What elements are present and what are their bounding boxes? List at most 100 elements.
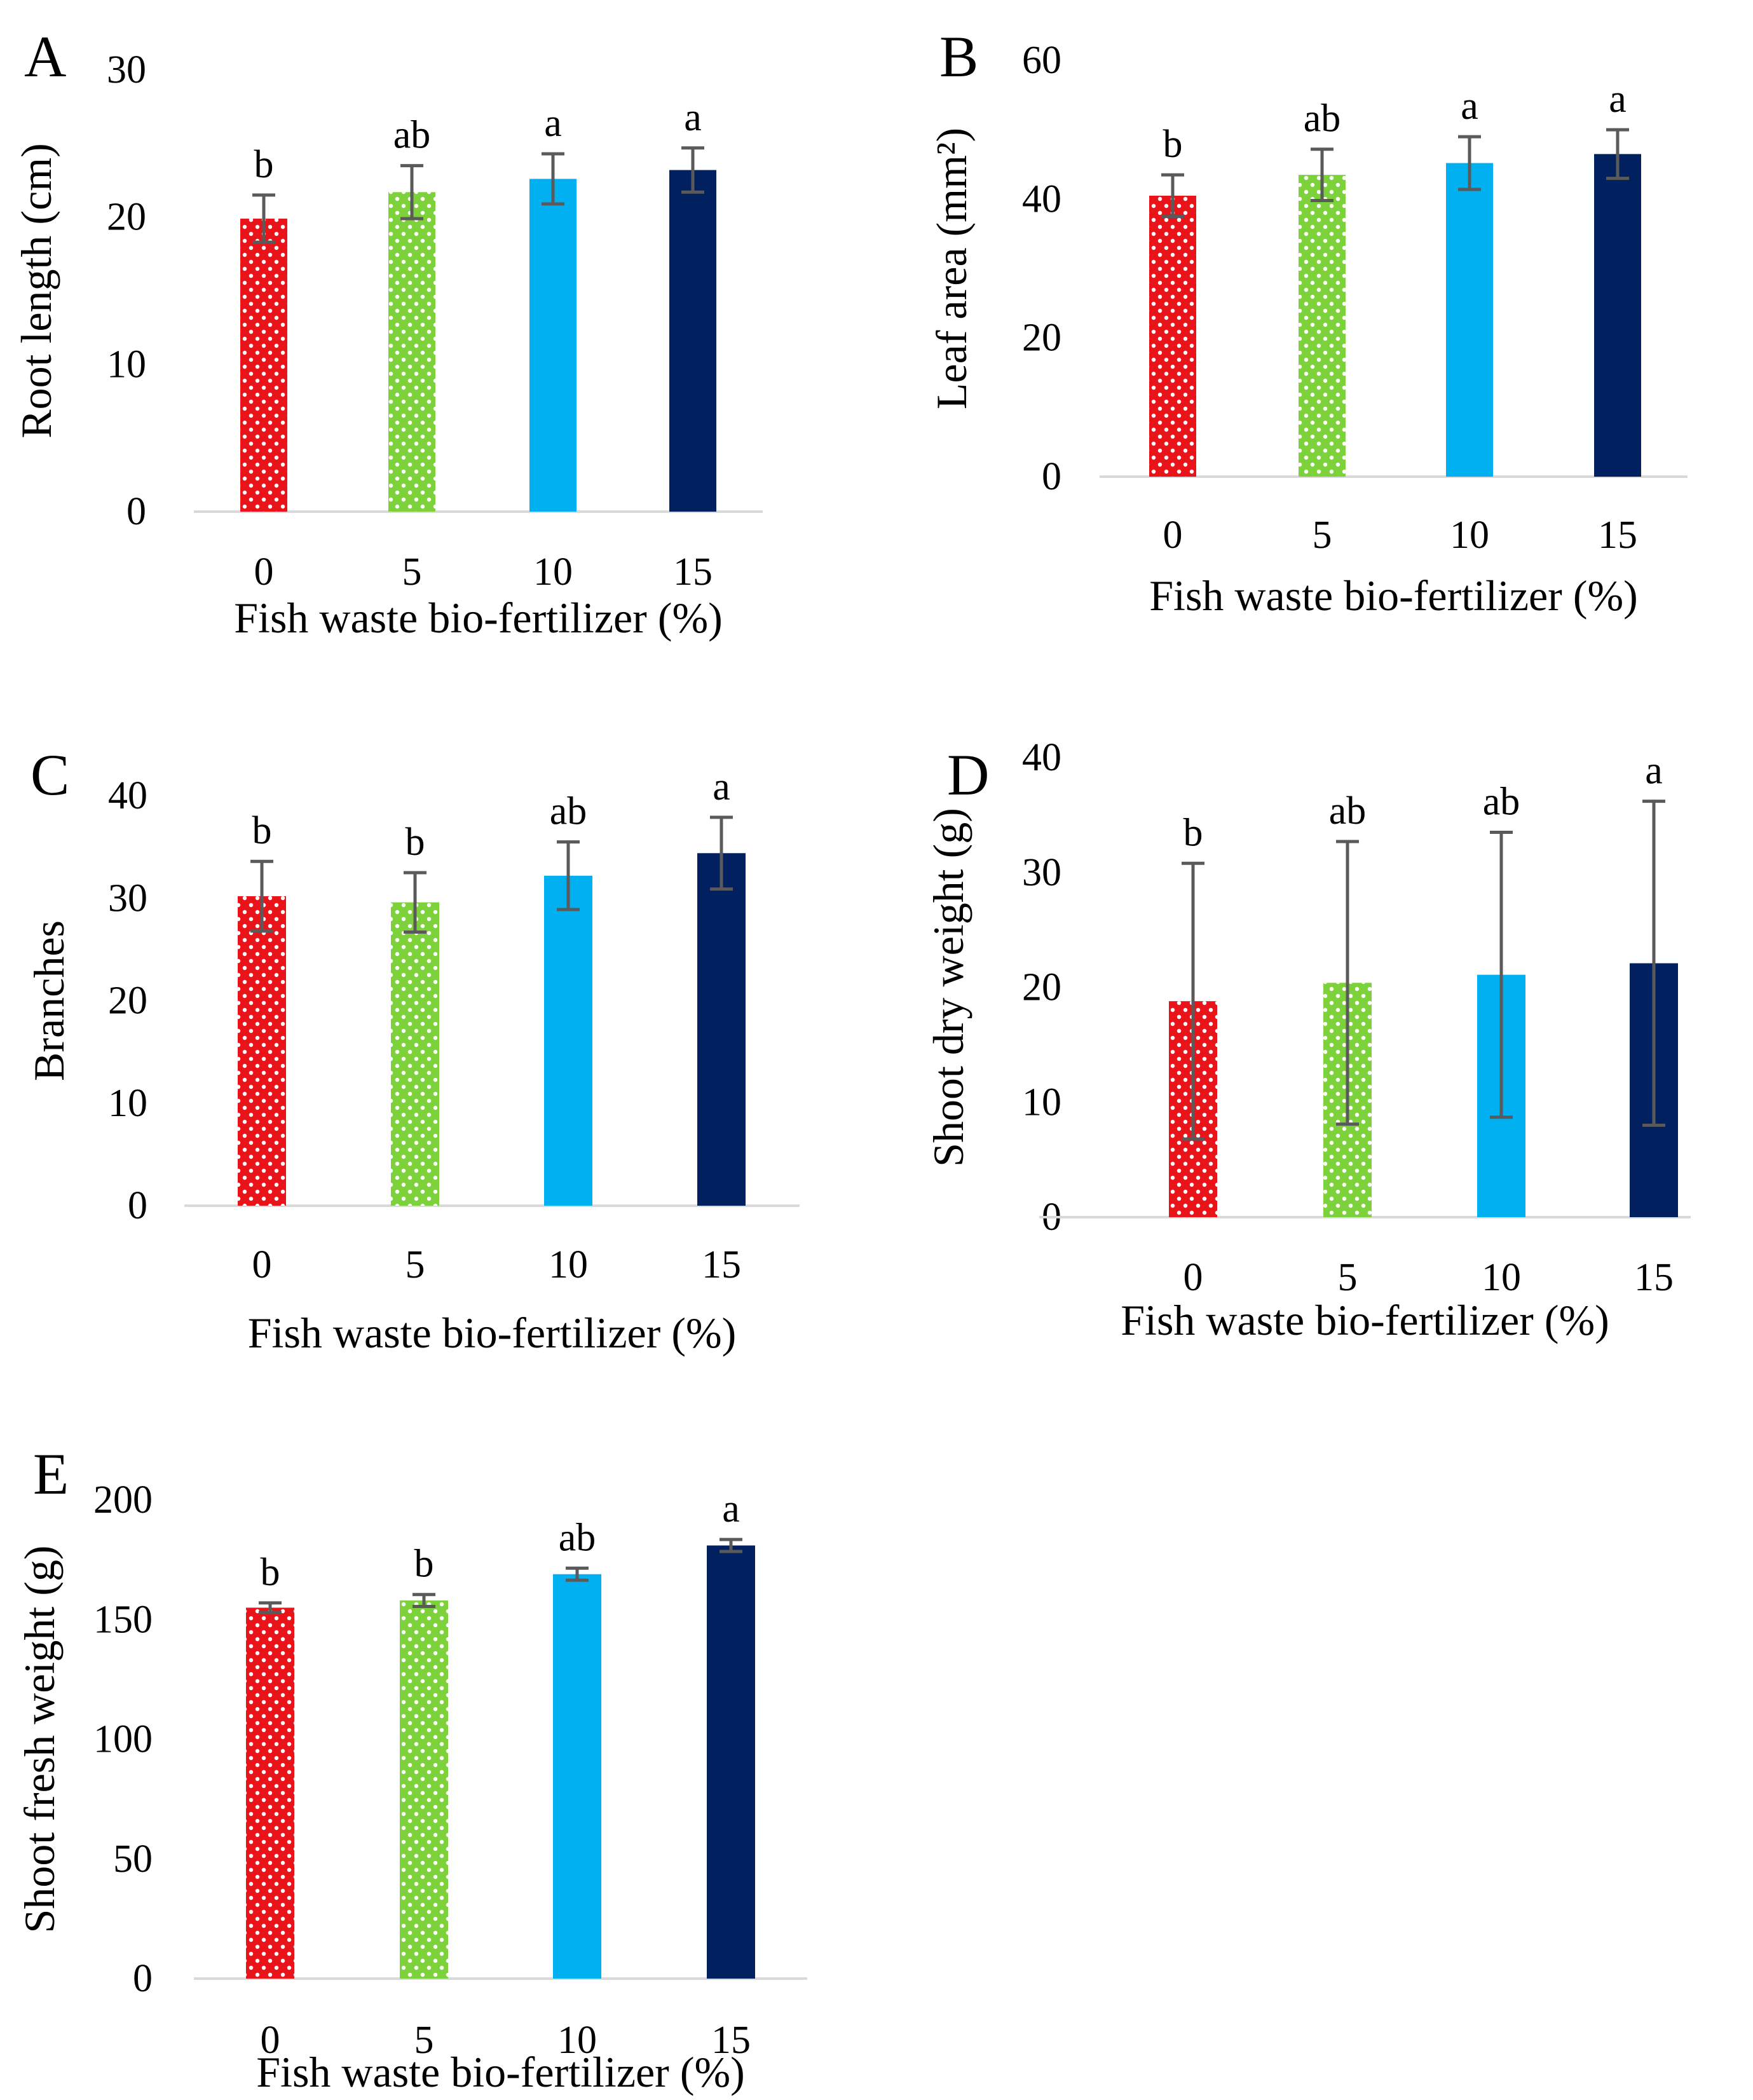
error-bar bbox=[566, 1566, 589, 1582]
error-bar bbox=[413, 1593, 435, 1609]
significance-letter: ab bbox=[559, 1516, 596, 1559]
x-tick-label: 0 bbox=[252, 1243, 272, 1286]
y-tick-label: 10 bbox=[1022, 1081, 1061, 1124]
error-bar bbox=[557, 840, 580, 911]
y-axis-title: Branches bbox=[25, 920, 73, 1081]
y-axis-title: Root length (cm) bbox=[12, 143, 60, 439]
y-tick-label: 40 bbox=[108, 774, 147, 817]
x-tick-label: 0 bbox=[261, 2019, 280, 2062]
x-tick-label: 5 bbox=[414, 2019, 434, 2062]
x-tick-label: 5 bbox=[402, 550, 422, 594]
significance-letter: a bbox=[684, 96, 702, 139]
x-tick-label: 5 bbox=[1338, 1256, 1358, 1299]
error-bar bbox=[400, 164, 423, 221]
panel-letter: B bbox=[939, 24, 978, 89]
y-tick-label: 0 bbox=[126, 490, 146, 533]
x-axis-title: Fish waste bio-fertilizer (%) bbox=[1149, 571, 1638, 620]
y-tick-label: 20 bbox=[108, 979, 147, 1023]
x-axis-title: Fish waste bio-fertilizer (%) bbox=[256, 2048, 745, 2096]
y-tick-label: 20 bbox=[1022, 966, 1061, 1009]
panel-c: C 0 10 20 30 40 b 0 b 5 ab 10 a 15 Fish waste bio-fert… bbox=[25, 742, 800, 1357]
significance-letter: b bbox=[1183, 811, 1203, 854]
y-axis-title: Shoot fresh weight (g) bbox=[15, 1545, 64, 1933]
x-tick-label: 5 bbox=[1313, 514, 1332, 557]
bar-pattern-5 bbox=[388, 192, 435, 512]
x-axis-title: Fish waste bio-fertilizer (%) bbox=[248, 1309, 737, 1357]
y-tick-label: 200 bbox=[93, 1478, 153, 1522]
y-tick-label: 20 bbox=[1022, 317, 1061, 360]
x-tick-label: 10 bbox=[557, 2019, 597, 2062]
error-bar bbox=[1490, 830, 1513, 1119]
bar-pattern-0 bbox=[238, 896, 286, 1206]
error-bar bbox=[1458, 135, 1481, 191]
y-tick-label: 0 bbox=[128, 1184, 147, 1227]
significance-letter: ab bbox=[1329, 789, 1367, 833]
bar-10 bbox=[529, 179, 576, 512]
x-axis-title: Fish waste bio-fertilizer (%) bbox=[234, 594, 723, 642]
x-tick-label: 10 bbox=[533, 550, 573, 594]
x-tick-label: 15 bbox=[1598, 514, 1637, 557]
error-bar bbox=[542, 152, 564, 206]
y-tick-label: 10 bbox=[107, 343, 146, 386]
bar-pattern-0 bbox=[1149, 195, 1196, 477]
x-tick-label: 10 bbox=[1450, 514, 1489, 557]
y-tick-label: 40 bbox=[1022, 736, 1061, 779]
bar-15 bbox=[669, 170, 716, 512]
x-tick-label: 0 bbox=[254, 550, 274, 594]
bar-pattern-0 bbox=[246, 1607, 294, 1979]
significance-letter: ab bbox=[1483, 780, 1520, 823]
significance-letter: a bbox=[713, 765, 730, 808]
error-bar bbox=[1311, 147, 1334, 203]
y-tick-label: 100 bbox=[93, 1718, 153, 1761]
x-tick-label: 15 bbox=[1634, 1256, 1674, 1299]
bar-10 bbox=[1446, 163, 1493, 477]
significance-letter: a bbox=[1645, 749, 1663, 793]
x-tick-label: 0 bbox=[1163, 514, 1183, 557]
y-tick-label: 30 bbox=[107, 48, 146, 92]
x-tick-label: 15 bbox=[711, 2019, 751, 2062]
bar-pattern-0 bbox=[240, 218, 287, 512]
y-axis-title: Shoot dry weight (g) bbox=[924, 808, 972, 1167]
significance-letter: ab bbox=[1304, 97, 1341, 140]
significance-letter: b bbox=[261, 1551, 280, 1594]
error-bar bbox=[250, 859, 273, 933]
bar-pattern-5 bbox=[400, 1600, 448, 1979]
error-bar bbox=[259, 1601, 282, 1614]
error-bar bbox=[404, 871, 426, 934]
error-bar bbox=[1336, 840, 1359, 1126]
y-tick-label: 30 bbox=[1022, 851, 1061, 894]
error-bar bbox=[1606, 128, 1629, 181]
bar-10 bbox=[544, 875, 592, 1206]
bar-pattern-5 bbox=[391, 902, 439, 1206]
y-tick-label: 0 bbox=[1042, 455, 1061, 498]
significance-letter: a bbox=[1609, 78, 1627, 121]
panel-letter: C bbox=[31, 742, 69, 807]
error-bar bbox=[720, 1538, 742, 1553]
error-bar bbox=[1161, 173, 1184, 219]
significance-letter: b bbox=[252, 809, 272, 852]
error-bar bbox=[681, 146, 704, 194]
significance-letter: ab bbox=[393, 114, 431, 157]
bar-15 bbox=[707, 1545, 755, 1979]
y-axis-title: Leaf area (mm²) bbox=[927, 128, 976, 409]
bar-10 bbox=[553, 1574, 601, 1979]
significance-letter: a bbox=[544, 102, 562, 145]
y-tick-label: 30 bbox=[108, 876, 147, 920]
y-tick-label: 50 bbox=[113, 1838, 153, 1881]
bar-pattern-5 bbox=[1299, 175, 1346, 477]
y-tick-label: 60 bbox=[1022, 39, 1061, 82]
y-tick-label: 40 bbox=[1022, 177, 1061, 221]
error-bar bbox=[710, 815, 733, 891]
significance-letter: ab bbox=[550, 790, 587, 833]
y-tick-label: 0 bbox=[133, 1957, 153, 2000]
significance-letter: b bbox=[414, 1543, 434, 1586]
bar-15 bbox=[1594, 154, 1641, 477]
panel-letter: A bbox=[24, 24, 66, 89]
y-tick-label: 10 bbox=[108, 1082, 147, 1125]
x-tick-label: 0 bbox=[1183, 1256, 1203, 1299]
x-axis-title: Fish waste bio-fertilizer (%) bbox=[1121, 1296, 1609, 1344]
